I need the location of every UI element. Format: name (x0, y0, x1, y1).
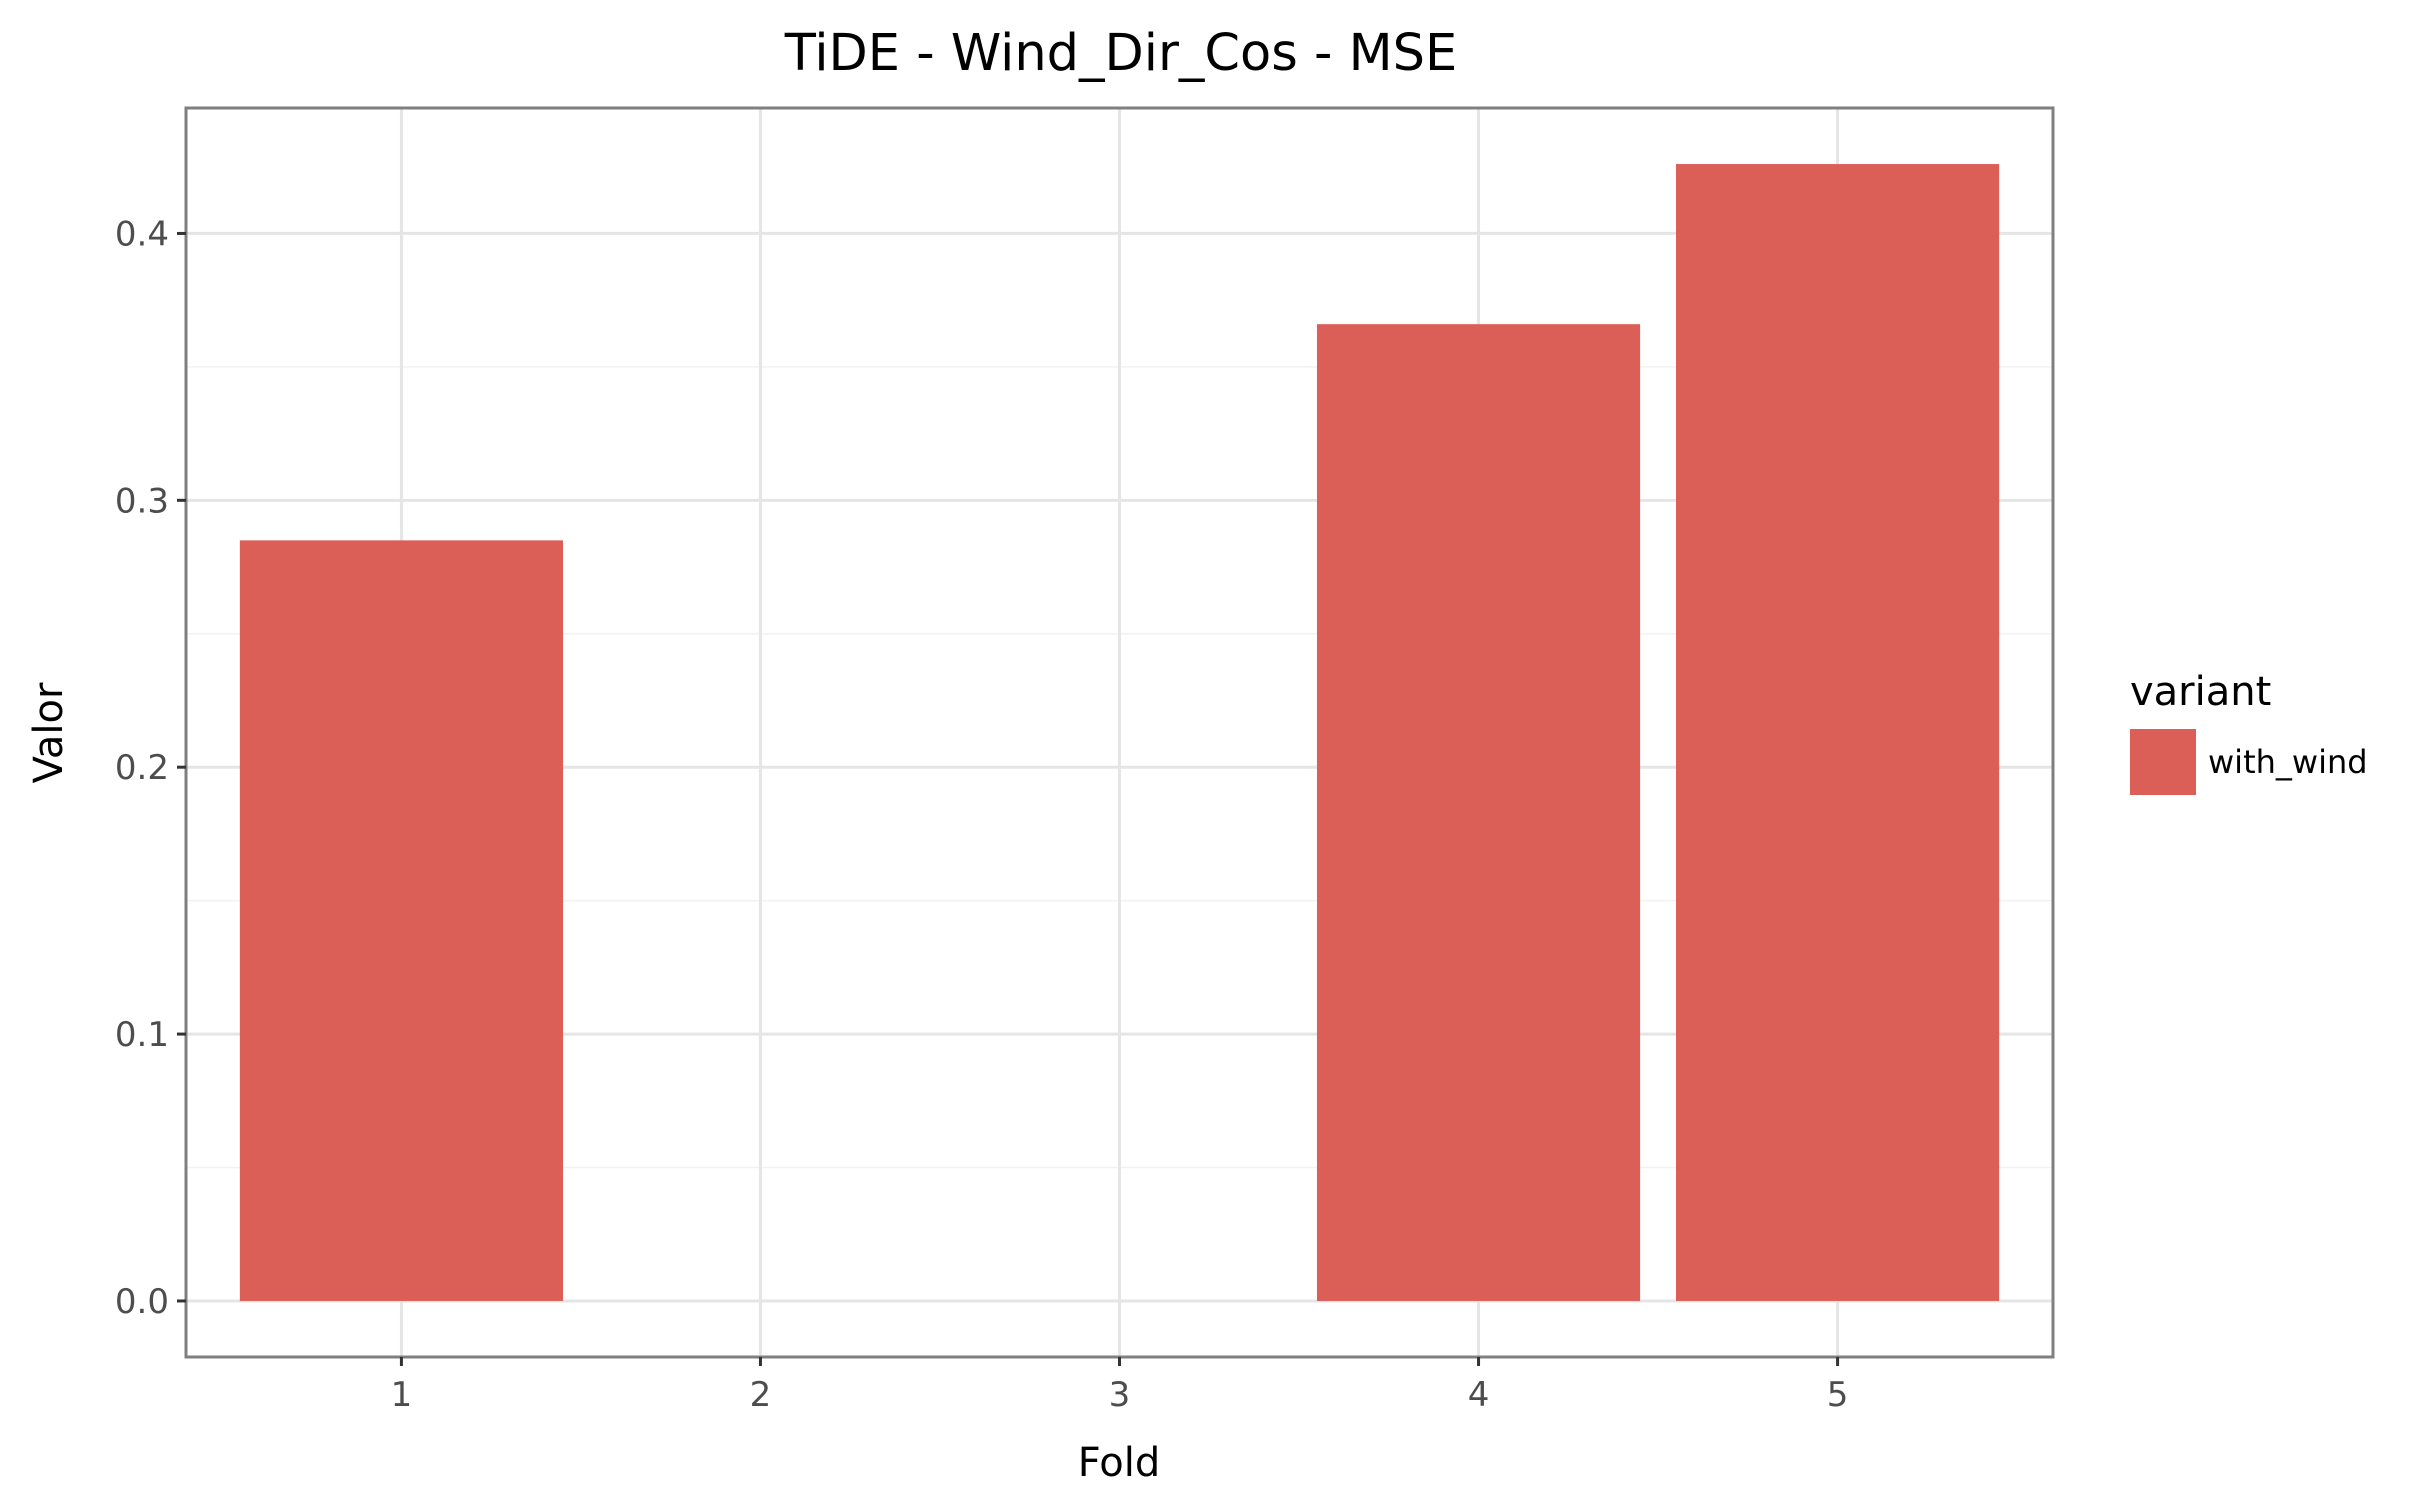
y-tick-label: 0.1 (115, 1015, 169, 1055)
bar-fold-4 (1316, 324, 1641, 1301)
bar-fold-1 (239, 540, 563, 1301)
legend: variant with_wind (2130, 669, 2368, 795)
y-tick-label: 0.2 (115, 748, 169, 788)
x-tick-label: 3 (1109, 1375, 1131, 1415)
y-tick-label: 0.4 (115, 214, 169, 254)
x-tick-label: 2 (750, 1375, 772, 1415)
x-tick-label: 4 (1468, 1375, 1490, 1415)
chart-title: TiDE - Wind_Dir_Cos - MSE (784, 24, 1457, 83)
y-tick-label: 0.0 (115, 1282, 169, 1322)
bar-fold-5 (1676, 164, 2000, 1301)
y-axis-title: Valor (26, 682, 72, 783)
y-axis: 0.0 0.1 0.2 0.3 0.4 (115, 214, 186, 1322)
x-tick-label: 5 (1827, 1375, 1849, 1415)
bars (239, 164, 2000, 1301)
y-tick-label: 0.3 (115, 481, 169, 521)
legend-title: variant (2130, 669, 2271, 715)
legend-label-with-wind: with_wind (2208, 743, 2368, 781)
x-axis: 1 2 3 4 5 (391, 1357, 1849, 1415)
x-axis-title: Fold (1078, 1440, 1161, 1486)
x-tick-label: 1 (391, 1375, 413, 1415)
legend-key-with-wind (2130, 729, 2196, 795)
